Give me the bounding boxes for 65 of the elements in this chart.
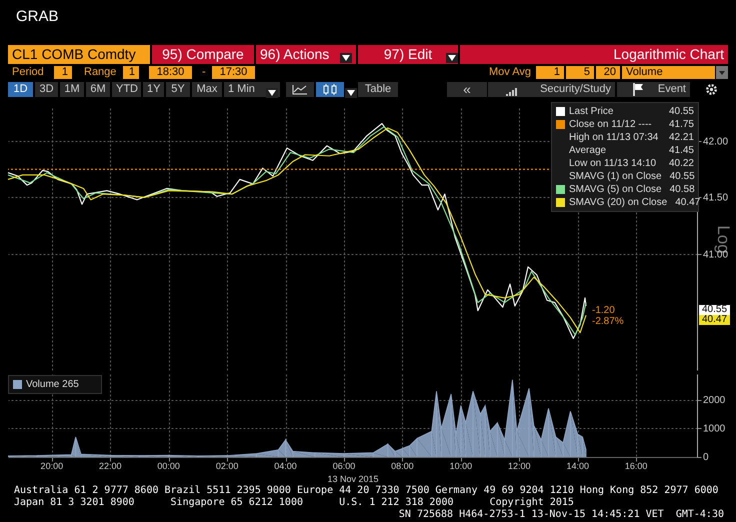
x-tick-label: 04:00 <box>274 461 297 471</box>
x-tick-label: 00:00 <box>157 461 180 471</box>
text: 17:30 <box>212 66 255 79</box>
legend-label: Volume 265 <box>26 379 79 390</box>
x-tick-label: 20:00 <box>40 461 64 471</box>
text: 20 <box>596 66 620 79</box>
text: 96) Actions <box>256 45 356 64</box>
text: GRAB <box>15 8 60 26</box>
x-tick-label: 02:00 <box>216 461 238 471</box>
text: 1 <box>54 66 72 79</box>
text: SN 725688 H464-2753-1 13-Nov-15 14:45:21 VET GMT-4:30 <box>398 509 724 521</box>
x-axis-title: 13 Nov 2015 <box>327 474 379 484</box>
text: Volume <box>622 66 715 79</box>
y-tick-label: 0 <box>703 452 709 463</box>
text: 1 <box>536 66 564 79</box>
annotation: 40.55 <box>668 106 694 117</box>
text: 5 <box>566 66 594 79</box>
text: 1D <box>8 82 33 97</box>
text: 1M <box>60 82 84 97</box>
x-tick-label: 16:00 <box>624 461 648 471</box>
text: Logarithmic Chart <box>460 45 728 64</box>
text: 6M <box>86 82 110 97</box>
annotation: -2.87% <box>592 316 624 327</box>
text: 97) Edit <box>358 45 458 64</box>
text: Close on 11/12 ---- 41.75 <box>569 119 694 130</box>
x-tick-label: 06:00 <box>332 461 356 471</box>
x-tick-label: 12:00 <box>508 461 531 471</box>
text: 18:30 <box>149 66 192 79</box>
text: Event <box>617 82 690 97</box>
y-tick-label: 41.50 <box>703 192 728 204</box>
text: Japan 81 3 3201 8900 Singapore 65 6212 1000 U.S. 1 212 318 2000 Copyright 2015 <box>14 497 574 509</box>
x-tick-label: 22:00 <box>98 461 122 471</box>
text: Max <box>192 82 222 97</box>
annotation: -1.20 <box>592 305 615 316</box>
text: 40.55 <box>702 304 728 315</box>
y-tick-label: 42.00 <box>703 136 728 148</box>
legend-label: SMAVG (5) on Close 40.58 <box>569 184 695 195</box>
y-tick-label: 2000 <box>703 394 726 406</box>
text: Range <box>83 66 118 79</box>
legend-label: SMAVG (20) on Close 40.47 <box>569 197 700 208</box>
text: Period <box>11 66 45 79</box>
text: Average 41.45 <box>569 145 694 156</box>
text: Last Price <box>569 106 614 117</box>
text: CL1 COMB Comdty <box>8 45 150 64</box>
text: - <box>201 66 207 79</box>
y-tick-label: 1000 <box>703 423 726 434</box>
text: Australia 61 2 9777 8600 Brazil 5511 2395 9000 Europe 44 20 7330 7500 Germany 49 69 9204 1210 Hong Kong 852 2977 6000 <box>14 485 718 497</box>
text: 40.47 <box>699 314 730 325</box>
x-tick-label: 14:00 <box>566 461 589 471</box>
annotation: High on 11/13 07:34 42.21 <box>569 132 694 143</box>
text: Table <box>358 82 398 97</box>
annotation: SMAVG (1) on Close 40.55 <box>569 171 695 182</box>
text: Security/Study <box>488 82 615 97</box>
text: YTD <box>112 82 141 97</box>
text: « <box>447 81 487 97</box>
text: 1Y <box>143 82 164 97</box>
text: Low on 11/13 14:10 40.22 <box>569 158 694 169</box>
text: 1 <box>123 66 139 79</box>
x-tick-label: 10:00 <box>450 461 472 471</box>
text: 5Y <box>166 82 190 97</box>
text: 1 Min <box>224 82 280 97</box>
text: 3D <box>35 82 58 97</box>
text: 95) Compare <box>152 45 254 64</box>
text: Mov Avg <box>488 66 532 79</box>
x-tick-label: 08:00 <box>391 461 414 471</box>
